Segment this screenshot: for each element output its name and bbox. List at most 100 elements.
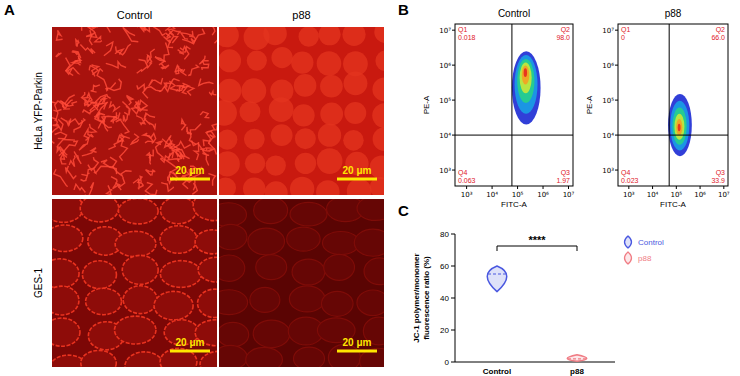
- y-tick: [451, 362, 455, 363]
- mito-network: [156, 141, 164, 158]
- quadrant-name: Q1: [621, 26, 630, 34]
- mito-network: [176, 150, 190, 160]
- cell: [219, 49, 241, 72]
- mito-network: [120, 139, 128, 161]
- mito-network: [201, 112, 210, 118]
- mito-network: [60, 153, 66, 164]
- mito-network: [82, 92, 89, 102]
- density-contour: [672, 108, 686, 145]
- cell-outline: [357, 199, 384, 220]
- mito-network: [192, 183, 197, 194]
- mito-network: [72, 51, 81, 58]
- mito-network: [146, 170, 156, 176]
- row-header: GES-1: [33, 268, 44, 298]
- y-tick: [615, 65, 618, 66]
- cell-outline: [198, 289, 217, 317]
- cell-outline: [256, 255, 287, 280]
- x-tick: [676, 186, 677, 189]
- quadrant-name: Q4: [621, 169, 630, 177]
- scale-bar-label: 20 μm: [176, 165, 205, 176]
- mito-network: [161, 64, 169, 69]
- mito-network: [203, 135, 214, 146]
- mito-network: [137, 84, 145, 90]
- y-tick: [451, 234, 455, 235]
- mito-network: [142, 194, 152, 195]
- mito-network: [209, 92, 216, 95]
- cell: [247, 51, 267, 71]
- cell-outline: [193, 199, 217, 221]
- cell-outline: [81, 350, 116, 367]
- x-tick-label: 10⁷: [563, 191, 575, 199]
- x-tick: [700, 186, 701, 189]
- scale-bar: [170, 350, 210, 353]
- column-header: Control: [117, 9, 152, 21]
- mito-network: [199, 56, 208, 65]
- mito-network: [74, 184, 85, 192]
- mito-network: [117, 177, 125, 190]
- scale-bar: [170, 178, 210, 181]
- cell: [239, 101, 260, 122]
- mito-network: [165, 135, 175, 149]
- x-tick: [492, 186, 493, 189]
- cell: [219, 151, 240, 176]
- cell: [320, 103, 343, 126]
- cell: [317, 51, 342, 76]
- mito-network: [90, 95, 110, 104]
- mito-network: [147, 150, 153, 161]
- mito-network: [176, 68, 185, 74]
- violin: [487, 266, 507, 292]
- mito-network: [143, 133, 153, 143]
- cell-outline: [115, 231, 156, 256]
- density-contour: [676, 119, 682, 135]
- mito-network: [88, 165, 94, 174]
- scale-bar-label: 20 μm: [343, 165, 372, 176]
- cell: [344, 102, 366, 124]
- x-tick-label: 10³: [623, 191, 635, 199]
- cell: [264, 181, 287, 195]
- cell-outline: [200, 351, 217, 367]
- cell-outline: [250, 287, 280, 312]
- cell-outline: [219, 203, 247, 227]
- cell: [219, 177, 236, 195]
- cell-outline: [293, 347, 324, 367]
- panel-label: B: [398, 1, 409, 18]
- quadrant-name: Q2: [716, 26, 725, 34]
- x-tick-label: 10⁶: [694, 191, 706, 199]
- mito-network: [81, 174, 88, 181]
- cell: [316, 180, 340, 195]
- cell-outline: [219, 224, 247, 249]
- mito-network: [116, 119, 129, 133]
- mito-network: [211, 27, 217, 35]
- significance: ****: [528, 234, 546, 246]
- plot-title: Control: [498, 8, 530, 19]
- y-axis-label: PE-A: [585, 95, 594, 114]
- y-tick-label: 40: [440, 294, 449, 303]
- cell: [291, 51, 313, 73]
- x-tick: [652, 186, 653, 189]
- quadrant-value: 1.97: [556, 177, 570, 184]
- cell: [293, 104, 315, 126]
- cell-outline: [364, 258, 384, 285]
- cell: [271, 124, 293, 146]
- cell: [219, 100, 237, 126]
- micrograph: [52, 27, 217, 195]
- quadrant-name: Q4: [458, 169, 467, 177]
- y-tick: [615, 135, 618, 136]
- y-tick-label: 10⁶: [602, 62, 614, 70]
- cell: [219, 27, 239, 47]
- density-contour: [678, 124, 681, 131]
- mito-network: [149, 78, 163, 86]
- mito-network: [60, 101, 78, 106]
- mito-network: [96, 157, 117, 173]
- legend-swatch: [625, 252, 632, 264]
- mito-network: [181, 120, 185, 131]
- cell: [320, 75, 343, 98]
- quadrant-value: 0.023: [621, 177, 639, 184]
- mito-network: [150, 27, 165, 36]
- cell-outline: [82, 261, 116, 289]
- scale-bar: [337, 350, 377, 353]
- cell: [318, 124, 341, 147]
- quadrant-value: 0.063: [458, 177, 476, 184]
- mito-network: [145, 183, 157, 195]
- mito-network: [97, 96, 107, 109]
